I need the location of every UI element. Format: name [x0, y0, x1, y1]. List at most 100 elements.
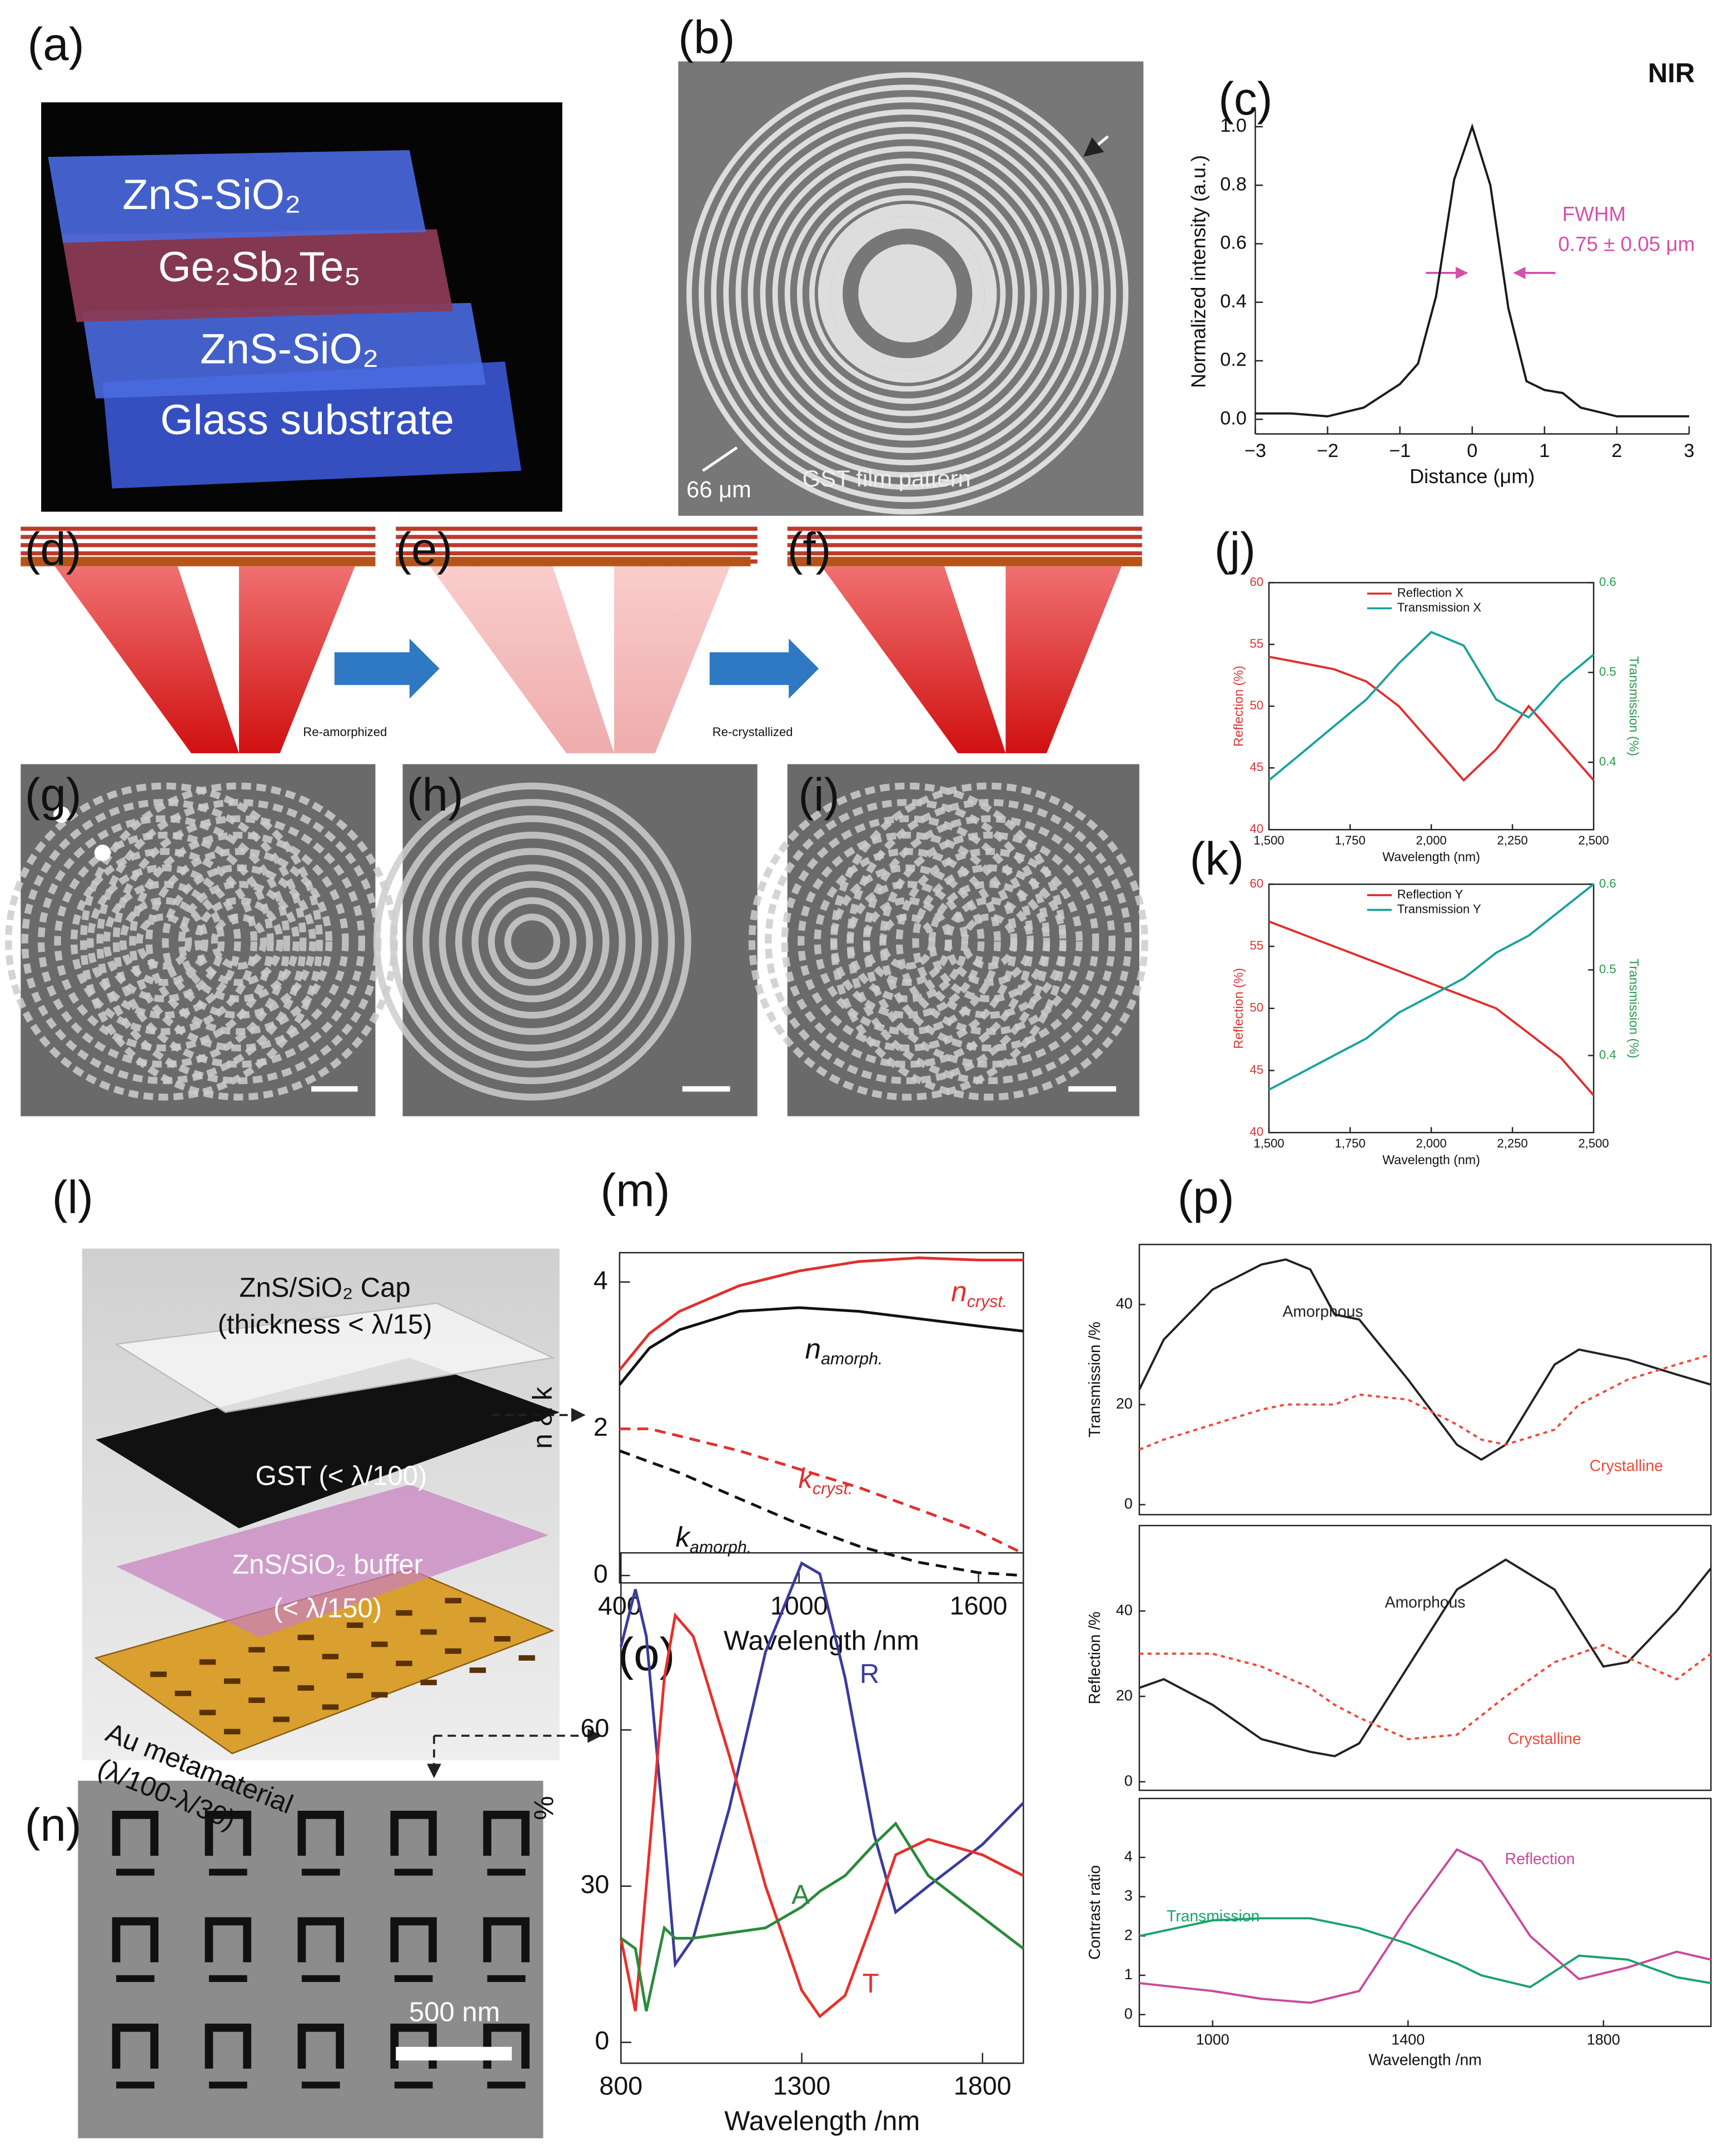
ring — [723, 109, 1092, 478]
series-label: A — [791, 1880, 810, 1910]
legend-label: Transmission X — [1397, 600, 1482, 614]
series-label-subscript: cryst. — [967, 1293, 1007, 1311]
x-axis-label: Wavelength (nm) — [1382, 1152, 1480, 1167]
series-label: Reflection — [1505, 1850, 1575, 1868]
buffer-layer — [116, 1484, 549, 1638]
legend-label: Transmission Y — [1397, 902, 1481, 916]
x-tick-label: 1300 — [773, 2071, 831, 2100]
ring — [5, 782, 323, 1101]
y2-tick-label: 0.5 — [1599, 962, 1616, 976]
y-tick-label: 0 — [595, 2026, 609, 2055]
slot — [494, 1636, 511, 1642]
ring — [487, 897, 577, 986]
y-tick-label: 60 — [580, 1713, 609, 1742]
x-tick-label: 2,000 — [1416, 833, 1447, 847]
u-shape — [205, 1811, 252, 1856]
panel-label: (d) — [25, 523, 82, 575]
ring — [879, 831, 1099, 1052]
stripe — [787, 551, 1142, 555]
y-axis-label: Reflection /% — [1086, 1612, 1104, 1705]
series-line — [620, 1821, 1024, 2011]
slot — [273, 1716, 290, 1722]
ring-pattern — [686, 72, 1129, 515]
ring — [112, 815, 365, 1068]
layer-label: (< λ/150) — [273, 1593, 382, 1623]
ring — [54, 831, 274, 1052]
ring — [748, 133, 1067, 453]
ring — [129, 831, 349, 1052]
u-shape — [205, 2023, 252, 2069]
u-shape — [390, 1917, 437, 1963]
ring — [455, 864, 610, 1019]
x-axis-label: Wavelength /nm — [1368, 2051, 1482, 2069]
y-tick-label: 50 — [1250, 1001, 1264, 1015]
series-label: Crystalline — [1590, 1457, 1663, 1475]
legend-label: Reflection Y — [1397, 887, 1463, 901]
x-tick-label: 2 — [1611, 440, 1622, 461]
cap-layer — [114, 1302, 555, 1413]
ring — [406, 815, 659, 1068]
x-tick-label: 1800 — [954, 2071, 1012, 2100]
ring — [37, 815, 291, 1068]
y2-tick-label: 0.5 — [1599, 664, 1616, 678]
ring — [858, 244, 957, 343]
slot — [445, 1598, 462, 1603]
series-label: T — [863, 1969, 879, 1999]
series-label: Amorphous — [1385, 1593, 1466, 1611]
y-tick-label: 60 — [1250, 876, 1264, 890]
stripe — [21, 557, 376, 567]
annotation: 0.75 ± 0.05 μm — [1558, 233, 1695, 256]
slot — [223, 1728, 241, 1735]
arrow-label: Re-amorphized — [303, 725, 387, 739]
beam — [614, 566, 730, 753]
arrow — [1083, 135, 1109, 157]
zns-layer — [82, 302, 486, 399]
ring — [211, 913, 267, 970]
series-line — [1138, 1258, 1711, 1461]
x-axis-label: Wavelength (nm) — [1382, 850, 1480, 864]
y-tick-label: 40 — [1250, 1125, 1264, 1139]
ring — [895, 848, 1083, 1035]
stripe — [787, 557, 1142, 567]
layer-label: Ge₂Sb₂Te₅ — [158, 244, 361, 291]
ring — [504, 913, 560, 970]
series-line — [1268, 630, 1595, 781]
ring — [863, 815, 1116, 1068]
ring — [373, 782, 691, 1101]
plot-frame — [1138, 1244, 1712, 1516]
u-shape — [483, 1917, 530, 1963]
u-shape — [297, 1811, 344, 1856]
beam — [54, 566, 239, 753]
x-tick-label: 1600 — [950, 1591, 1008, 1620]
beam — [821, 566, 1006, 753]
ring — [103, 881, 225, 1002]
slot — [322, 1704, 339, 1710]
panel-label: (m) — [600, 1164, 670, 1216]
series-line — [619, 1449, 1024, 1577]
series-line — [1255, 123, 1690, 418]
u-shape — [205, 1917, 252, 1963]
u-shape — [483, 1811, 530, 1856]
layer-label: GST (< λ/100) — [256, 1461, 427, 1491]
y-tick-label: 60 — [1250, 575, 1264, 589]
y2-tick-label: 0.6 — [1599, 876, 1616, 890]
y-tick-label: 0 — [1124, 2005, 1133, 2022]
plot-frame — [1138, 1797, 1712, 2028]
ring — [735, 121, 1079, 465]
series-line — [1139, 1558, 1712, 1757]
x-tick-label: 800 — [599, 2071, 643, 2100]
series-line — [1268, 920, 1595, 1096]
x-tick-label: 1,750 — [1334, 833, 1365, 847]
y-tick-label: 50 — [1250, 698, 1264, 712]
ring — [711, 97, 1104, 490]
x-axis-label: Wavelength /nm — [724, 1626, 919, 1656]
scale-bar — [396, 2046, 512, 2061]
beam — [430, 566, 614, 753]
y-tick-label: 0 — [1124, 1772, 1133, 1789]
series-label: Amorphous — [1283, 1303, 1363, 1321]
ring — [818, 203, 997, 383]
ring — [390, 799, 675, 1085]
panel-label: (b) — [678, 11, 735, 63]
gst-layer — [96, 1358, 560, 1528]
